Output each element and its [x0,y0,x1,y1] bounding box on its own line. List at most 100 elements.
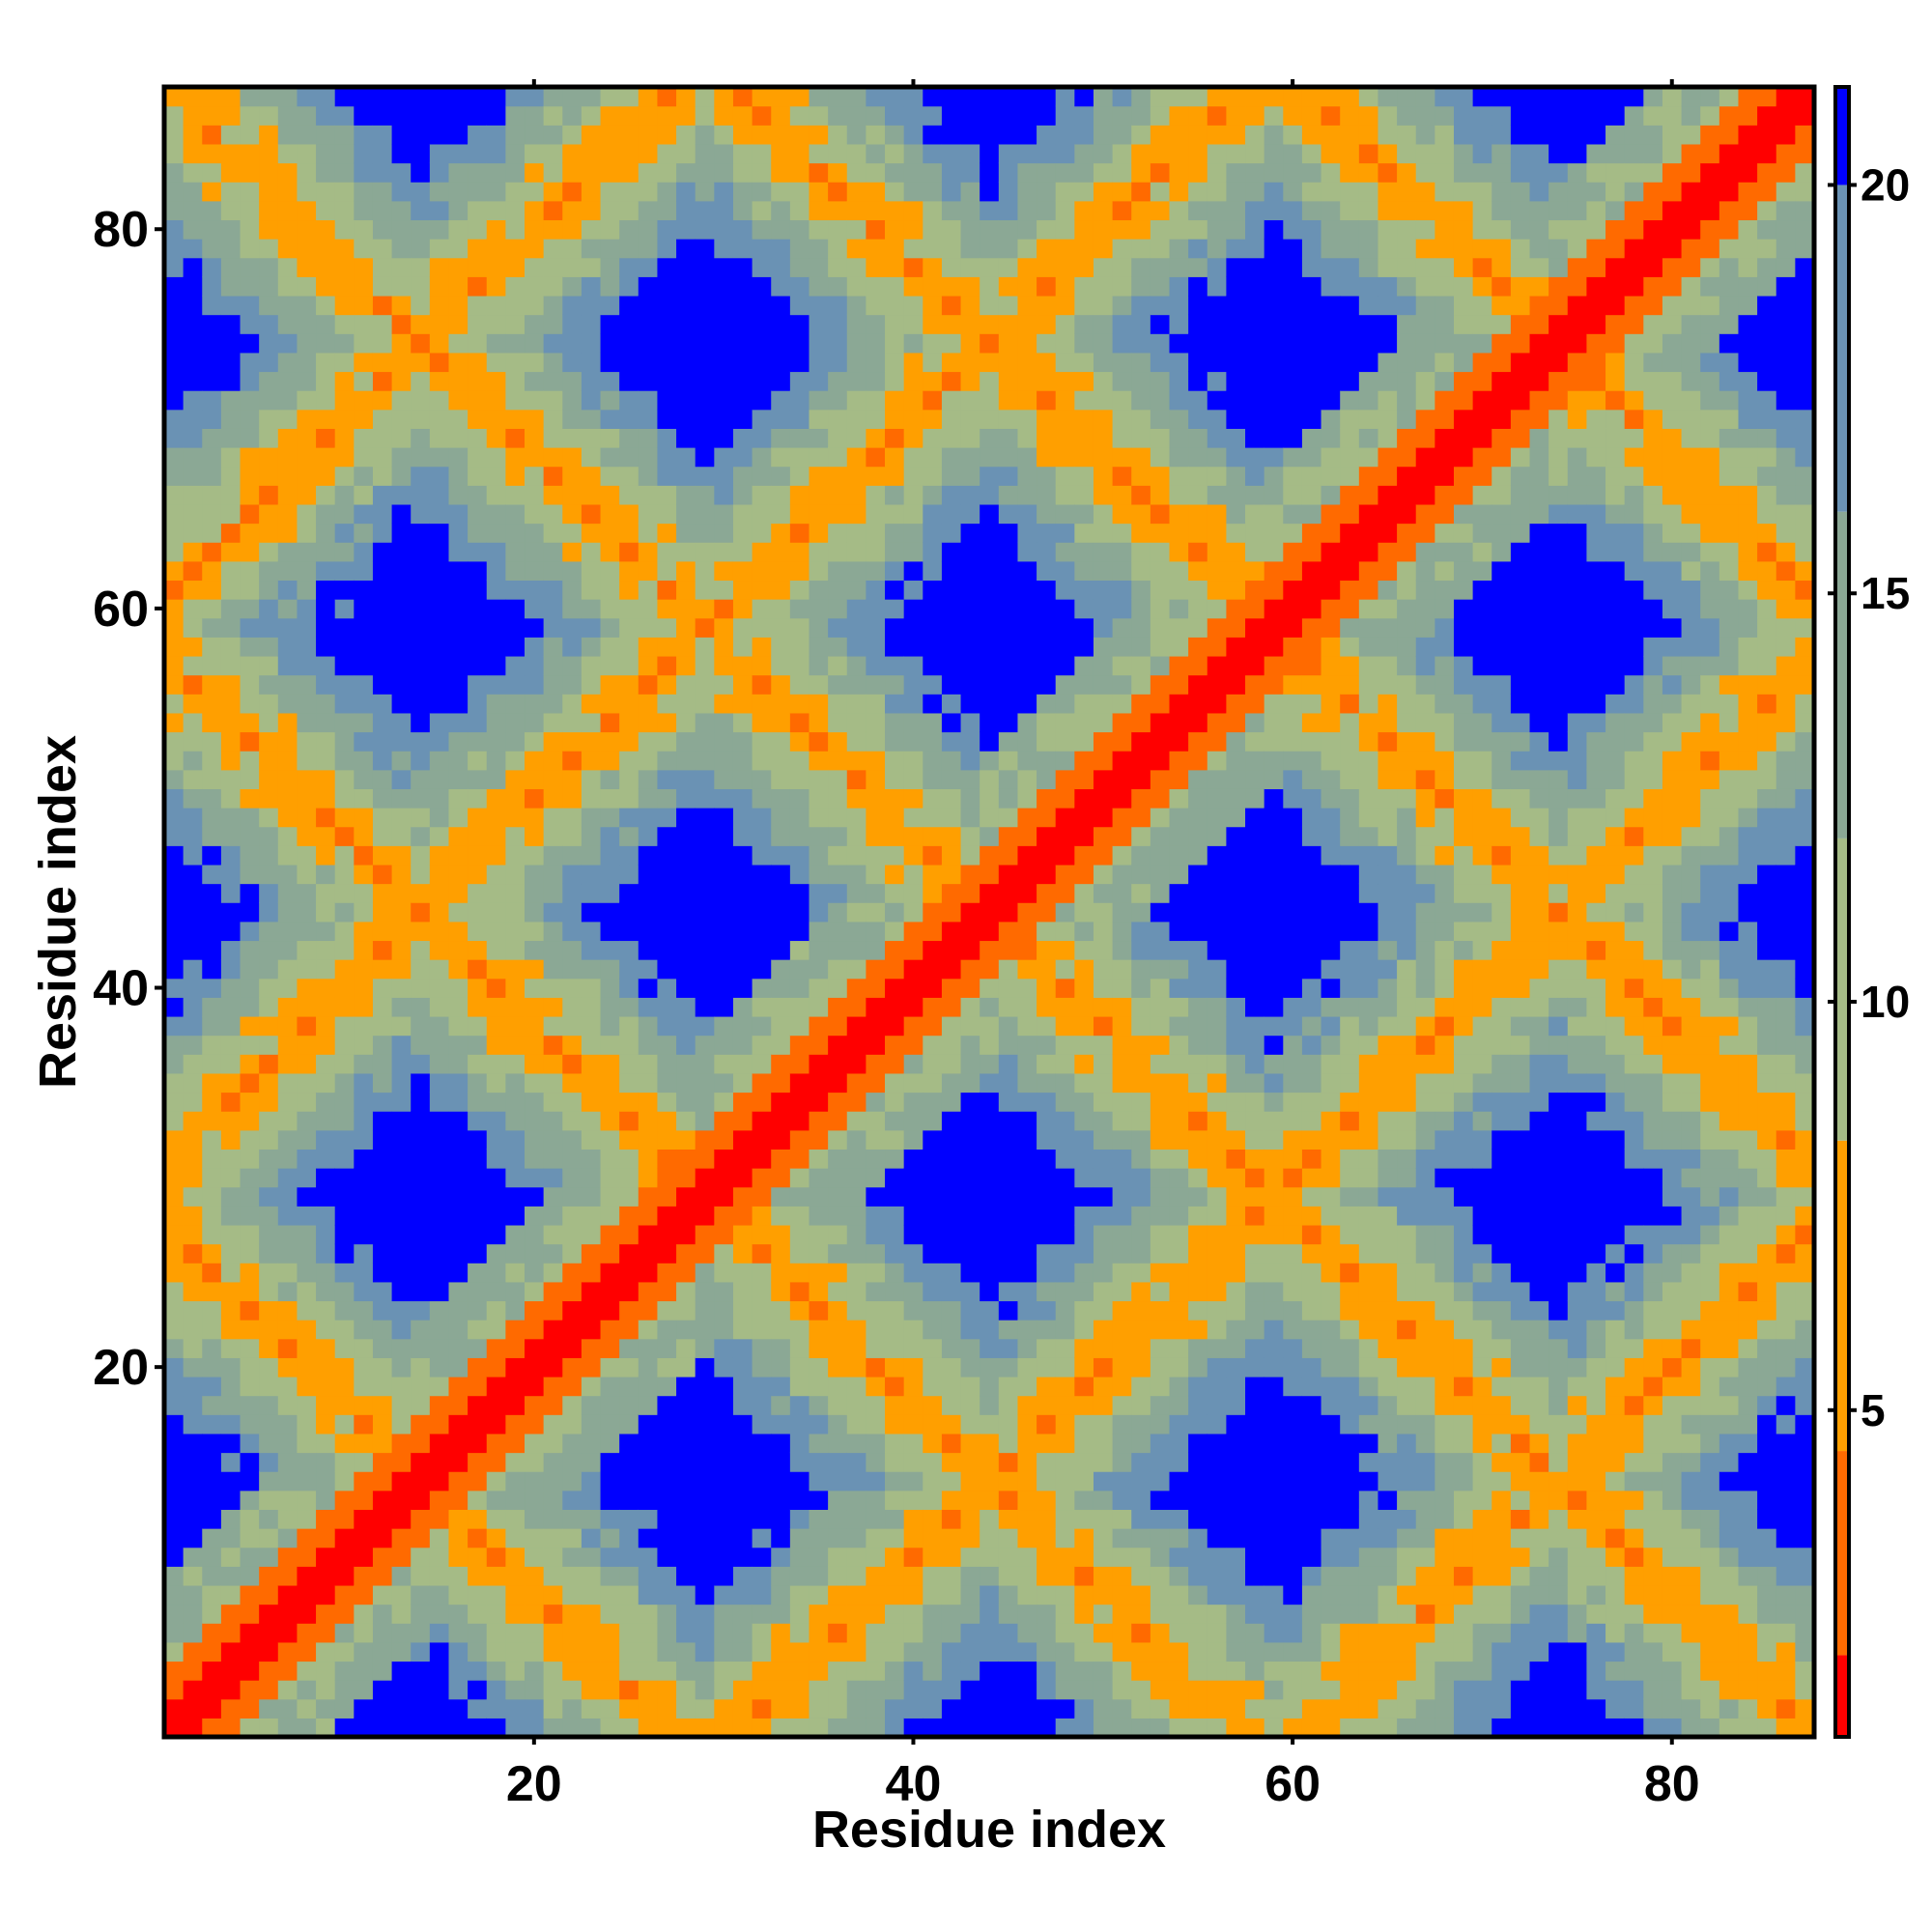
heatmap-cell [960,637,980,657]
heatmap-cell [202,1168,222,1188]
heatmap-cell [486,1129,506,1150]
heatmap-cell [297,1300,317,1321]
heatmap-cell [183,580,203,600]
heatmap-cell [1207,1129,1227,1150]
heatmap-cell [1093,1092,1114,1112]
heatmap-cell [1055,1092,1075,1112]
heatmap-cell [277,1718,298,1738]
heatmap-cell [543,1092,563,1112]
heatmap-cell [1037,599,1057,619]
heatmap-cell [505,1604,526,1624]
heatmap-cell [1131,257,1151,277]
heatmap-cell [695,1452,715,1472]
heatmap-cell [334,314,355,334]
heatmap-cell [676,333,696,354]
heatmap-cell [714,674,734,695]
heatmap-cell [809,1224,829,1245]
heatmap-cell [1093,523,1114,543]
heatmap-cell [334,1357,355,1378]
heatmap-cell [600,1320,620,1340]
heatmap-cell [259,1320,279,1340]
heatmap-cell [448,808,469,828]
heatmap-cell [923,390,943,411]
heatmap-cell [562,200,582,221]
heatmap-cell [998,485,1019,505]
heatmap-cell [676,580,696,600]
heatmap-cell [429,428,450,448]
heatmap-cell [866,333,886,354]
heatmap-cell [600,1111,620,1131]
heatmap-cell [1207,1490,1227,1511]
heatmap-cell [1150,503,1171,525]
heatmap-cell [1112,1452,1132,1472]
heatmap-cell [391,769,412,789]
heatmap-cell [543,808,563,828]
heatmap-cell [391,1604,412,1624]
heatmap-cell [562,105,582,126]
heatmap-cell [316,1338,336,1358]
heatmap-cell [600,1035,620,1055]
heatmap-cell [866,1186,886,1207]
heatmap-cell [316,485,336,505]
heatmap-cell [789,1243,810,1264]
heatmap-cell [354,1698,374,1719]
heatmap-cell [183,1718,203,1738]
heatmap-cell [1226,1509,1246,1529]
heatmap-cell [581,390,602,411]
heatmap-cell [1055,997,1075,1017]
heatmap-cell [1207,1281,1227,1302]
heatmap-cell [885,940,905,960]
heatmap-cell [1055,788,1075,809]
heatmap-cell [1207,105,1227,126]
heatmap-cell [771,390,791,411]
heatmap-cell [525,940,545,960]
heatmap-cell [600,143,620,164]
heatmap-cell [448,1320,469,1340]
heatmap-cell [525,769,545,789]
heatmap-cell [941,1376,962,1397]
heatmap-cell [334,1168,355,1188]
heatmap-cell [1074,1015,1094,1037]
heatmap-cell [164,295,185,316]
heatmap-cell [1055,276,1075,297]
heatmap-cell [277,959,298,980]
heatmap-cell [1207,1092,1227,1112]
heatmap-cell [411,219,431,240]
heatmap-cell [1131,1490,1151,1511]
heatmap-cell [164,466,185,486]
heatmap-cell [1207,1547,1227,1567]
heatmap-cell [391,143,412,164]
heatmap-cell [1112,314,1132,334]
heatmap-cell [638,1698,659,1719]
heatmap-cell [164,978,185,998]
heatmap-cell [752,125,772,145]
heatmap-cell [543,1433,563,1454]
heatmap-cell [809,1186,829,1207]
heatmap-cell [581,617,602,638]
heatmap-cell [277,1186,298,1207]
heatmap-cell [1055,1072,1075,1094]
heatmap-cell [259,731,279,752]
heatmap-cell [277,1414,298,1435]
heatmap-cell [220,1414,242,1435]
heatmap-cell [998,523,1019,543]
heatmap-cell [581,599,602,619]
heatmap-cell [277,182,298,202]
heatmap-cell [391,1547,412,1567]
heatmap-cell [316,1092,336,1112]
heatmap-cell [828,1168,848,1188]
heatmap-cell [277,1641,298,1662]
heatmap-cell [1188,239,1208,259]
heatmap-cell [600,409,620,429]
heatmap-cell [828,751,848,771]
heatmap-cell [429,1320,450,1340]
heatmap-cell [429,637,450,657]
heatmap-cell [866,143,886,164]
heatmap-cell [259,333,279,354]
heatmap-cell [923,239,943,259]
heatmap-cell [600,1206,620,1226]
heatmap-cell [1112,1186,1132,1207]
heatmap-cell [732,1092,753,1112]
heatmap-cell [980,1129,1000,1150]
heatmap-cell [732,1471,753,1492]
